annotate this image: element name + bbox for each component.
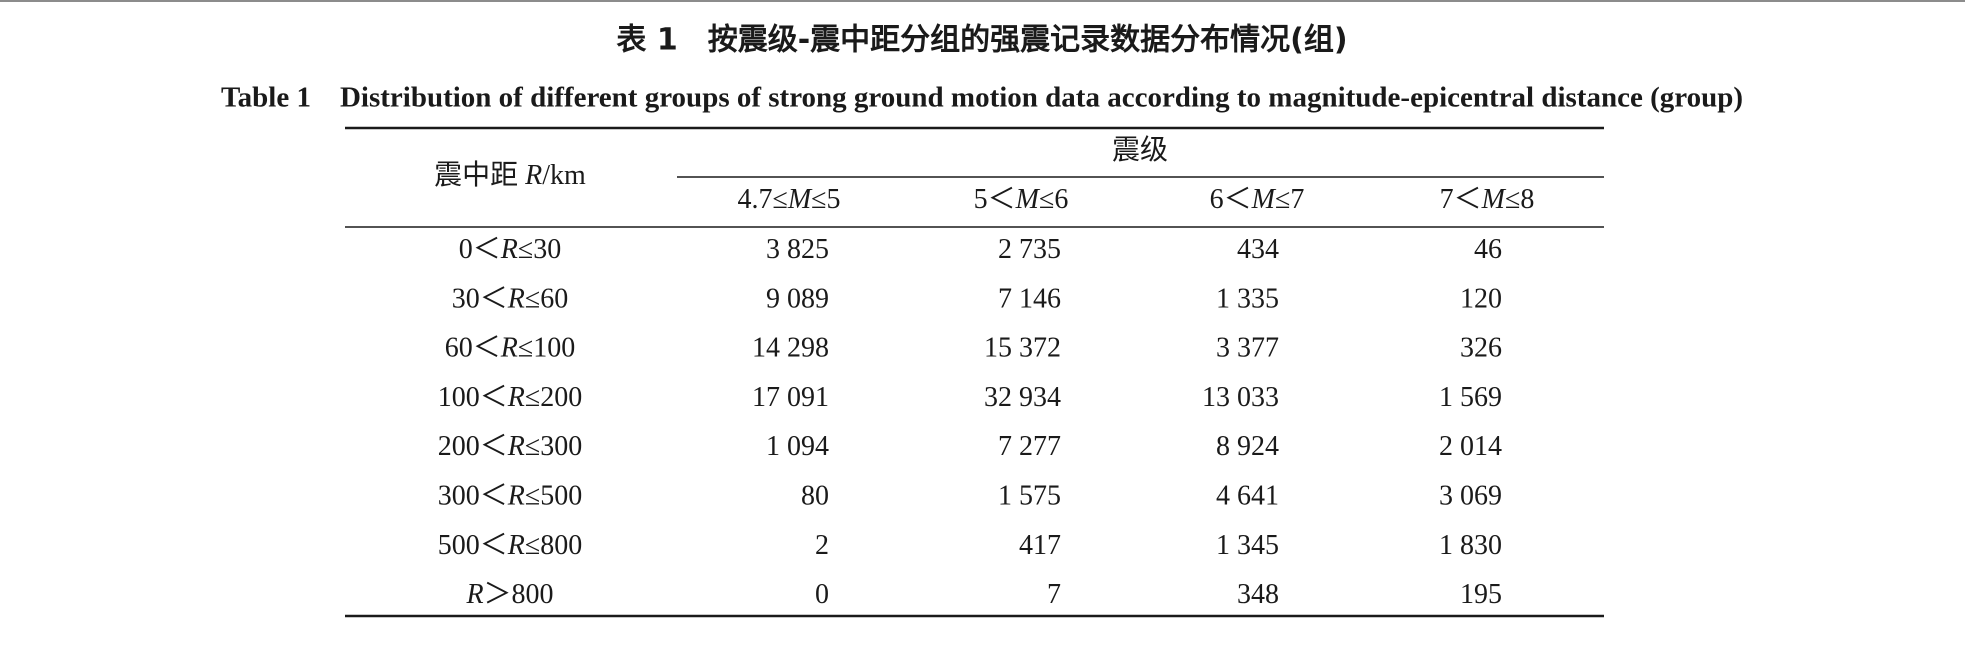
cell-value: 326 [1460, 333, 1502, 364]
cell-value: 9 089 [766, 284, 829, 315]
cell-value: 1 575 [998, 481, 1061, 512]
row-header: 震中距 R/km [434, 159, 586, 191]
cell-value: 1 569 [1439, 382, 1502, 413]
cell-value: 434 [1237, 234, 1279, 265]
title-en: Table 1 Distribution of different groups… [221, 82, 1743, 114]
row-label: 500＜R≤800 [438, 530, 583, 561]
cell-value: 0 [815, 580, 829, 611]
cell-value: 14 298 [752, 333, 829, 364]
cell-value: 32 934 [984, 382, 1061, 413]
cell-value: 2 735 [998, 234, 1061, 265]
cell-value: 1 830 [1439, 530, 1502, 561]
cell-value: 2 014 [1439, 432, 1502, 463]
column-header: 5＜M≤6 [974, 184, 1069, 215]
cell-value: 46 [1474, 234, 1502, 265]
cell-value: 1 345 [1216, 530, 1279, 561]
cell-value: 7 146 [998, 284, 1061, 315]
row-label: 200＜R≤300 [438, 432, 583, 463]
cell-value: 15 372 [984, 333, 1061, 364]
row-label: 300＜R≤500 [438, 481, 583, 512]
cell-value: 8 924 [1216, 432, 1279, 463]
cell-value: 7 [1047, 580, 1061, 611]
cell-value: 120 [1460, 284, 1502, 315]
cell-value: 7 277 [998, 432, 1061, 463]
cell-value: 3 069 [1439, 481, 1502, 512]
column-header: 4.7≤M≤5 [737, 184, 840, 215]
row-label: R＞800 [465, 580, 553, 611]
cell-value: 2 [815, 530, 829, 561]
cell-value: 80 [801, 481, 829, 512]
cell-value: 1 094 [766, 432, 829, 463]
column-header: 6＜M≤7 [1210, 184, 1305, 215]
cell-value: 348 [1237, 580, 1279, 611]
cell-value: 1 335 [1216, 284, 1279, 315]
row-label: 60＜R≤100 [445, 333, 576, 364]
row-label: 100＜R≤200 [438, 382, 583, 413]
cell-value: 13 033 [1202, 382, 1279, 413]
group-header: 震级 [1112, 134, 1168, 166]
cell-value: 3 377 [1216, 333, 1279, 364]
row-label: 0＜R≤30 [459, 234, 562, 265]
cell-value: 17 091 [752, 382, 829, 413]
column-header: 7＜M≤8 [1440, 184, 1535, 215]
row-label: 30＜R≤60 [452, 284, 569, 315]
title-zh: 表 1 按震级-震中距分组的强震记录数据分布情况(组) [616, 23, 1347, 58]
cell-value: 195 [1460, 580, 1502, 611]
cell-value: 4 641 [1216, 481, 1279, 512]
cell-value: 417 [1019, 530, 1061, 561]
cell-value: 3 825 [766, 234, 829, 265]
